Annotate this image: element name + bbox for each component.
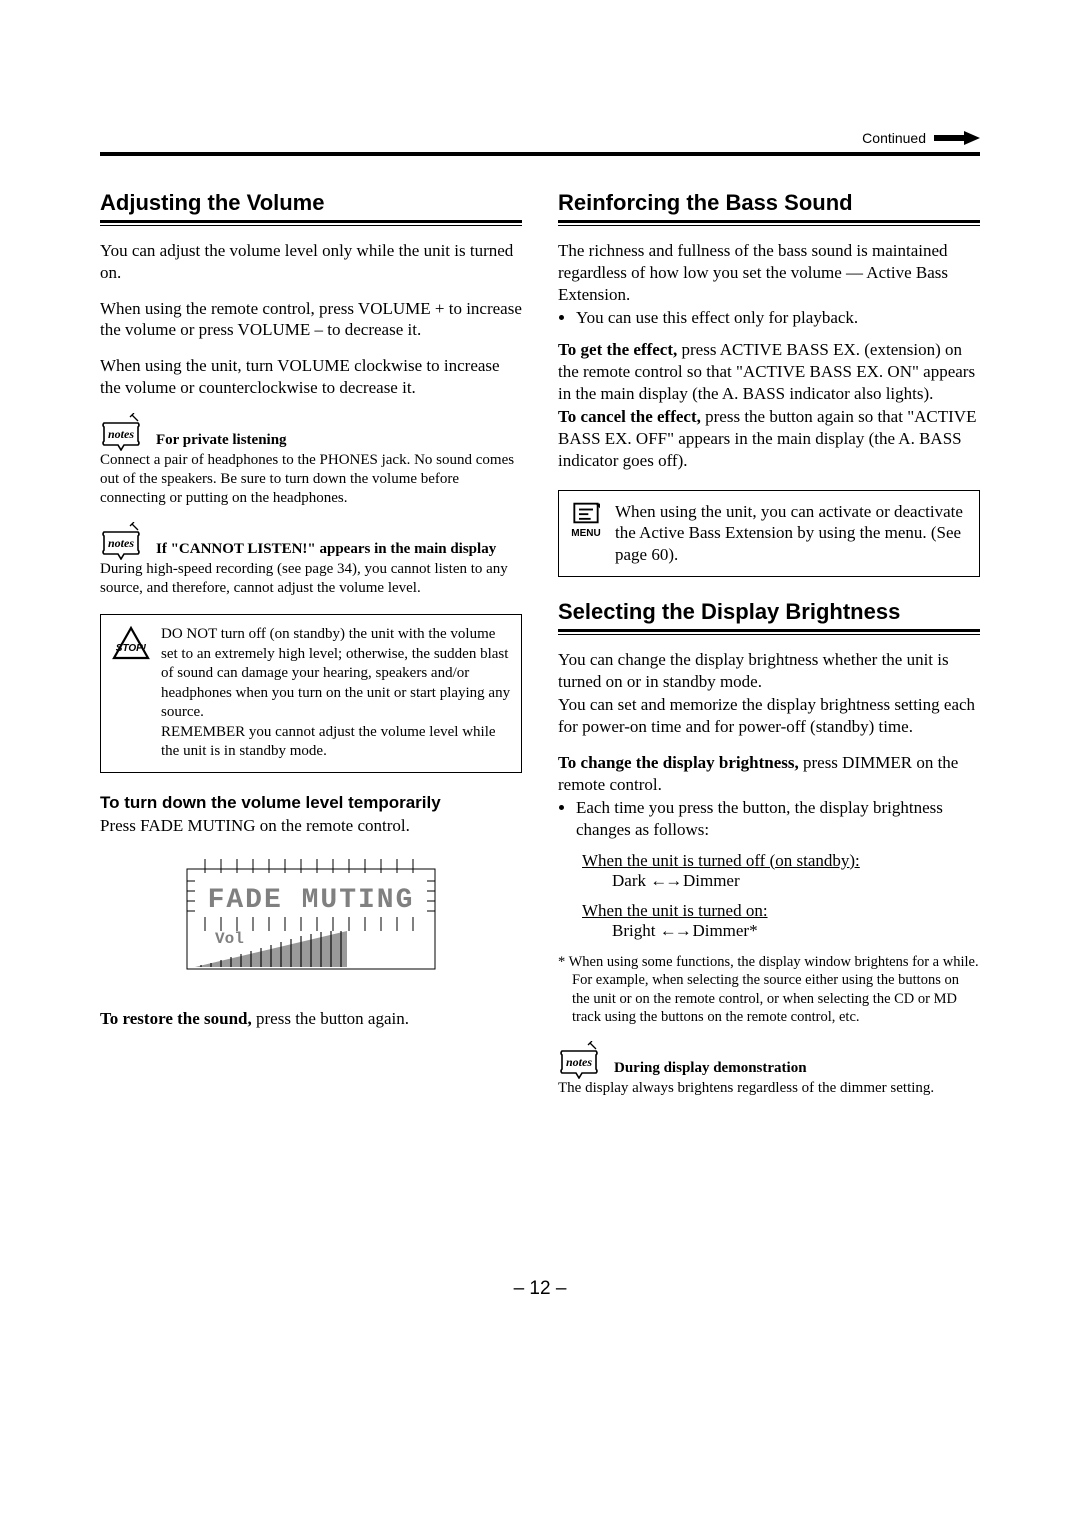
footnote: * When using some functions, the display…	[558, 953, 980, 1027]
display-line2: Vol	[215, 930, 244, 948]
body-text: Press FADE MUTING on the remote control.	[100, 815, 522, 837]
inline-bold: To change the display brightness,	[558, 753, 799, 772]
menu-tip-box: MENU When using the unit, you can activa…	[558, 490, 980, 577]
subheading: To turn down the volume level temporaril…	[100, 793, 522, 813]
note-body: Connect a pair of headphones to the PHON…	[100, 451, 522, 509]
notes-icon: notes	[100, 522, 150, 560]
inline-text: press the button again.	[252, 1009, 409, 1028]
warning-line: REMEMBER you cannot adjust the volume le…	[161, 724, 496, 760]
mode-right: Dimmer	[683, 871, 740, 890]
note-body: During high-speed recording (see page 34…	[100, 560, 522, 598]
mode-right: Dimmer*	[692, 921, 757, 940]
continued-label: Continued	[862, 130, 926, 146]
header-rule	[100, 152, 980, 156]
menu-icon: MENU	[569, 501, 603, 566]
title-rule	[558, 629, 980, 635]
bullet-item: You can use this effect only for playbac…	[576, 307, 980, 329]
notes-icon: notes	[558, 1041, 608, 1079]
note-title: If "CANNOT LISTEN!" appears in the main …	[156, 540, 496, 560]
body-text: The richness and fullness of the bass so…	[558, 240, 980, 305]
note-block: notes During display demonstration The d…	[558, 1041, 980, 1098]
body-text: When using the remote control, press VOL…	[100, 298, 522, 342]
mode-left: Dark	[612, 871, 646, 890]
right-column: Reinforcing the Bass Sound The richness …	[558, 190, 980, 1108]
svg-text:notes: notes	[108, 427, 134, 441]
svg-text:notes: notes	[108, 536, 134, 550]
body-text: You can adjust the volume level only whi…	[100, 240, 522, 284]
two-column-layout: Adjusting the Volume You can adjust the …	[100, 190, 980, 1108]
bullet-list: Each time you press the button, the disp…	[558, 797, 980, 841]
display-line1: FADE MUTING	[208, 885, 415, 916]
mode-block: When the unit is turned off (on standby)…	[582, 851, 980, 891]
body-text: To change the display brightness, press …	[558, 752, 980, 796]
body-text: When using the unit, turn VOLUME clockwi…	[100, 355, 522, 399]
double-arrow-icon: ←→	[650, 871, 683, 890]
next-page-arrow-icon	[934, 131, 980, 145]
notes-icon: notes	[100, 413, 150, 451]
warning-line: DO NOT turn off (on standby) the unit wi…	[161, 626, 510, 720]
mode-left: Bright	[612, 921, 655, 940]
section-title-bass: Reinforcing the Bass Sound	[558, 190, 980, 216]
mode-values: Bright ←→ Dimmer*	[582, 921, 980, 941]
left-column: Adjusting the Volume You can adjust the …	[100, 190, 522, 1108]
body-text: You can change the display brightness wh…	[558, 649, 980, 693]
svg-text:notes: notes	[566, 1055, 592, 1069]
note-title: During display demonstration	[614, 1059, 807, 1079]
manual-page: Continued Adjusting the Volume You can a…	[0, 0, 1080, 1360]
inline-bold: To restore the sound,	[100, 1009, 252, 1028]
inline-bold: To get the effect,	[558, 340, 677, 359]
body-text: To cancel the effect, press the button a…	[558, 406, 980, 471]
page-number: – 12 –	[100, 1278, 980, 1300]
body-text: To get the effect, press ACTIVE BASS EX.…	[558, 339, 980, 404]
lcd-display-illustration: FADE MUTING Vol	[100, 845, 522, 990]
body-text: To restore the sound, press the button a…	[100, 1008, 522, 1030]
svg-text:STOP!: STOP!	[116, 643, 147, 654]
note-title: For private listening	[156, 431, 287, 451]
bullet-item: Each time you press the button, the disp…	[576, 797, 980, 841]
bullet-list: You can use this effect only for playbac…	[558, 307, 980, 329]
mode-block: When the unit is turned on: Bright ←→ Di…	[582, 901, 980, 941]
section-title-volume: Adjusting the Volume	[100, 190, 522, 216]
menu-tip-text: When using the unit, you can activate or…	[615, 501, 969, 566]
warning-box: STOP! DO NOT turn off (on standby) the u…	[100, 614, 522, 773]
note-block: notes For private listening Connect a pa…	[100, 413, 522, 509]
note-block: notes If "CANNOT LISTEN!" appears in the…	[100, 522, 522, 598]
menu-label: MENU	[569, 528, 603, 539]
section-title-brightness: Selecting the Display Brightness	[558, 599, 980, 625]
inline-bold: To cancel the effect,	[558, 407, 701, 426]
continued-header: Continued	[100, 130, 980, 146]
title-rule	[100, 220, 522, 226]
mode-label: When the unit is turned on:	[582, 901, 768, 920]
mode-label: When the unit is turned off (on standby)…	[582, 851, 860, 870]
mode-values: Dark ←→ Dimmer	[582, 871, 980, 891]
warning-text: DO NOT turn off (on standby) the unit wi…	[161, 625, 511, 762]
note-body: The display always brightens regardless …	[558, 1079, 980, 1098]
body-text: You can set and memorize the display bri…	[558, 694, 980, 738]
stop-icon: STOP!	[111, 625, 151, 762]
title-rule	[558, 220, 980, 226]
double-arrow-icon: ←→	[660, 921, 693, 940]
